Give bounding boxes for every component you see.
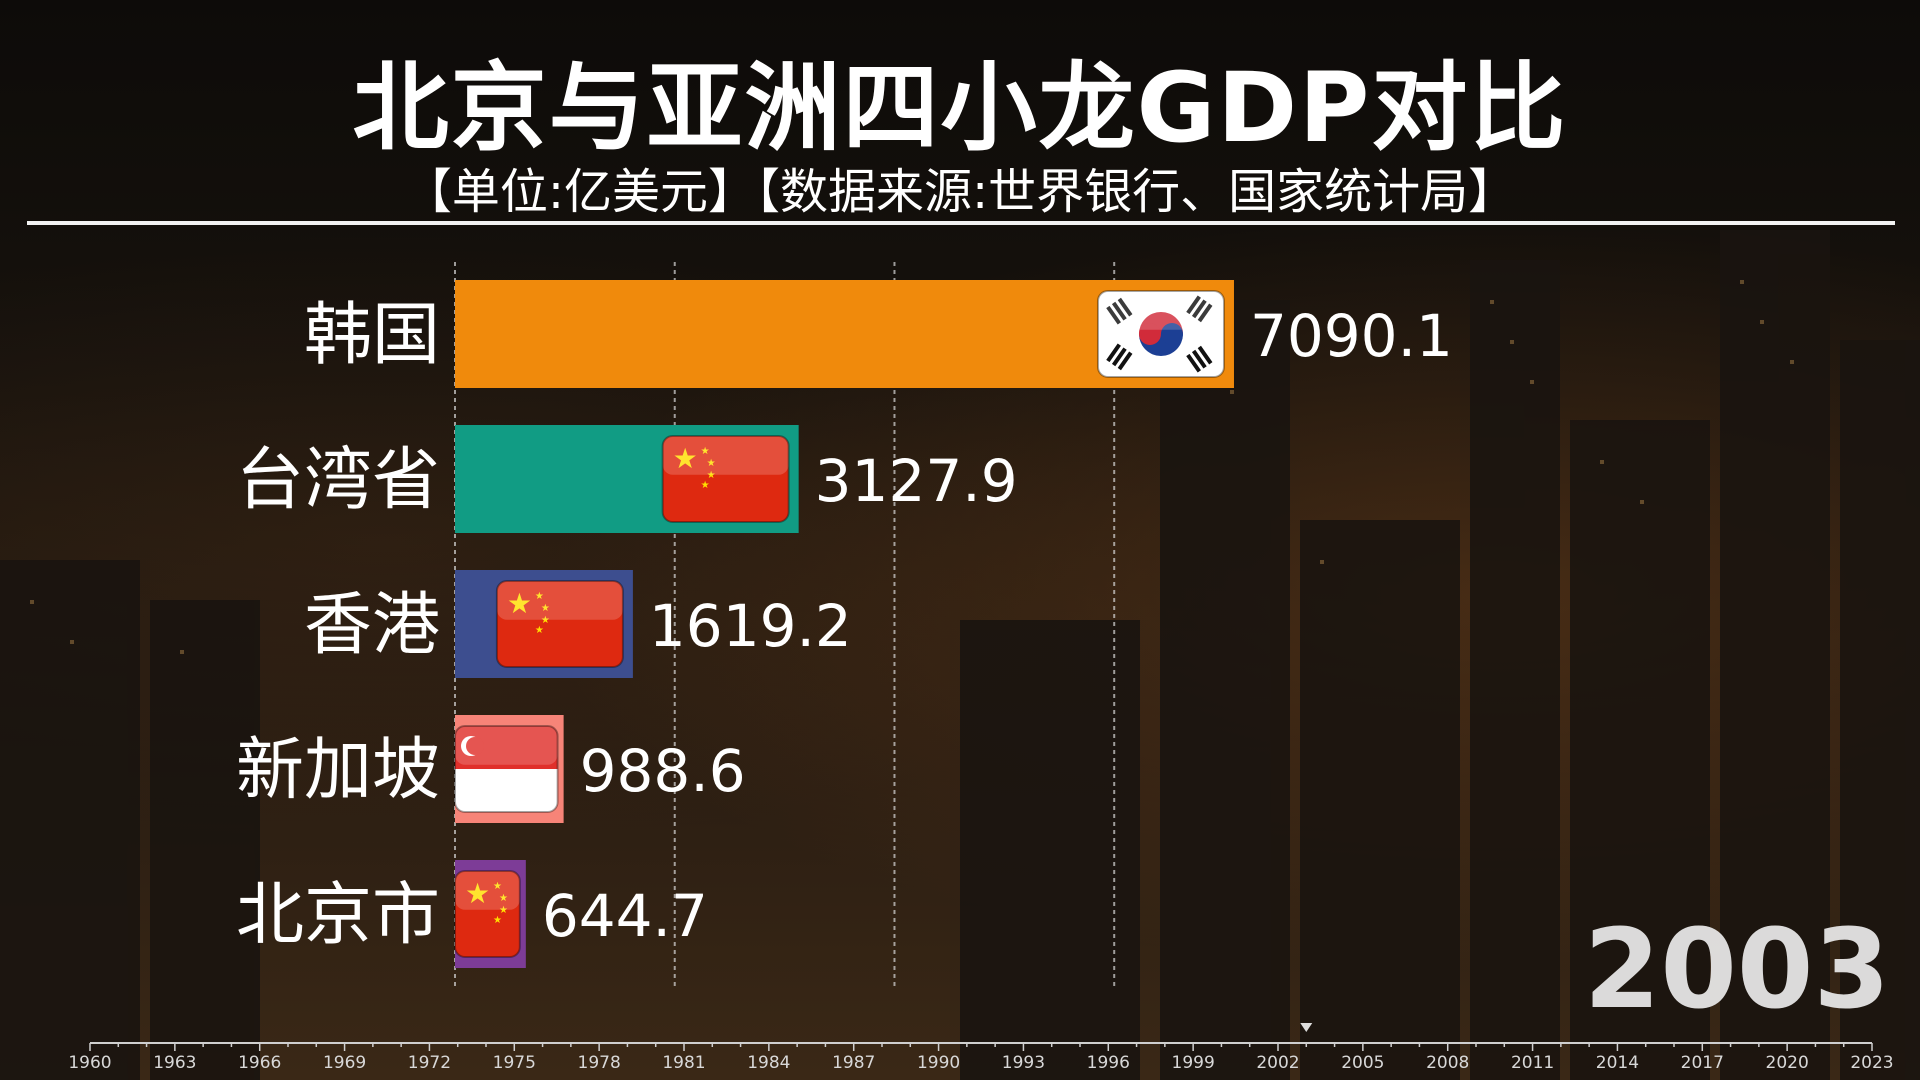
timeline-label: 2002 — [1256, 1053, 1299, 1073]
svg-text:★: ★ — [541, 603, 550, 614]
svg-text:★: ★ — [673, 442, 698, 475]
value-label: 3127.9 — [815, 447, 1018, 515]
timeline-label: 1993 — [1002, 1053, 1045, 1073]
timeline-label: 1987 — [832, 1053, 875, 1073]
timeline-label: 2005 — [1341, 1053, 1384, 1073]
timeline-label: 2008 — [1426, 1053, 1469, 1073]
timeline-label: 1960 — [68, 1053, 111, 1073]
timeline-marker[interactable] — [1300, 1023, 1313, 1032]
category-label: 新加坡 — [236, 731, 440, 810]
timeline-label: 1984 — [747, 1053, 790, 1073]
timeline-label: 2011 — [1511, 1053, 1554, 1073]
timeline-label: 1978 — [578, 1053, 621, 1073]
year-timeline[interactable]: 1960 1963 1966 1969 1972 1975 1978 1981 1984 1987… — [0, 1020, 1920, 1080]
value-label: 7090.1 — [1250, 302, 1453, 370]
timeline-label: 1990 — [917, 1053, 960, 1073]
china-flag-icon: ★ ★★★★ — [495, 580, 624, 668]
svg-text:★: ★ — [541, 615, 550, 626]
category-label: 台湾省 — [236, 441, 440, 520]
svg-text:★: ★ — [493, 915, 502, 926]
timeline-label: 1975 — [493, 1053, 536, 1073]
svg-text:★: ★ — [707, 458, 716, 469]
timeline-label: 1996 — [1087, 1053, 1130, 1073]
svg-text:★: ★ — [493, 881, 502, 892]
timeline-label: 2014 — [1596, 1053, 1639, 1073]
value-label: 1619.2 — [649, 592, 852, 660]
south-korea-flag-icon — [1096, 290, 1225, 378]
timeline-label: 2020 — [1766, 1053, 1809, 1073]
category-label: 香港 — [304, 586, 440, 665]
svg-text:★: ★ — [535, 591, 544, 602]
timeline-label: 2017 — [1681, 1053, 1724, 1073]
category-label: 北京市 — [236, 876, 440, 955]
value-label: 988.6 — [580, 737, 746, 805]
bar-row: 香港 ★ ★★★★ 1619.2 — [304, 570, 852, 678]
bar-row: 北京市 ★ ★★★★ 644.7 — [236, 860, 708, 968]
timeline-label: 2023 — [1850, 1053, 1893, 1073]
svg-text:★: ★ — [535, 625, 544, 636]
title-divider — [27, 221, 1895, 225]
svg-text:★: ★ — [507, 587, 532, 620]
timeline-label: 1972 — [408, 1053, 451, 1073]
svg-text:★: ★ — [707, 470, 716, 481]
bar-row: 新加坡 988.6 — [236, 715, 746, 823]
timeline-label: 1981 — [662, 1053, 705, 1073]
timeline-label: 1969 — [323, 1053, 366, 1073]
chart-subtitle: 【单位:亿美元】【数据来源:世界银行、国家统计局】 — [403, 164, 1517, 220]
svg-text:★: ★ — [701, 480, 710, 491]
value-label: 644.7 — [542, 882, 708, 950]
china-flag-icon: ★ ★★★★ — [661, 435, 790, 523]
svg-text:★: ★ — [701, 446, 710, 457]
svg-text:★: ★ — [465, 877, 490, 910]
category-label: 韩国 — [304, 296, 440, 375]
svg-text:★: ★ — [499, 893, 508, 904]
current-year: 2003 — [1583, 905, 1890, 1033]
singapore-flag-icon — [454, 725, 559, 813]
timeline-label: 1966 — [238, 1053, 281, 1073]
timeline-label: 1999 — [1172, 1053, 1215, 1073]
chart-title: 北京与亚洲四小龙GDP对比 — [352, 52, 1568, 164]
bar-row: 韩国 7090.1 — [304, 280, 1453, 388]
svg-text:★: ★ — [499, 905, 508, 916]
timeline-label: 1963 — [153, 1053, 196, 1073]
china-flag-icon: ★ ★★★★ — [454, 870, 521, 958]
bar-row: 台湾省 ★ ★★★★ 3127.9 — [236, 425, 1018, 533]
